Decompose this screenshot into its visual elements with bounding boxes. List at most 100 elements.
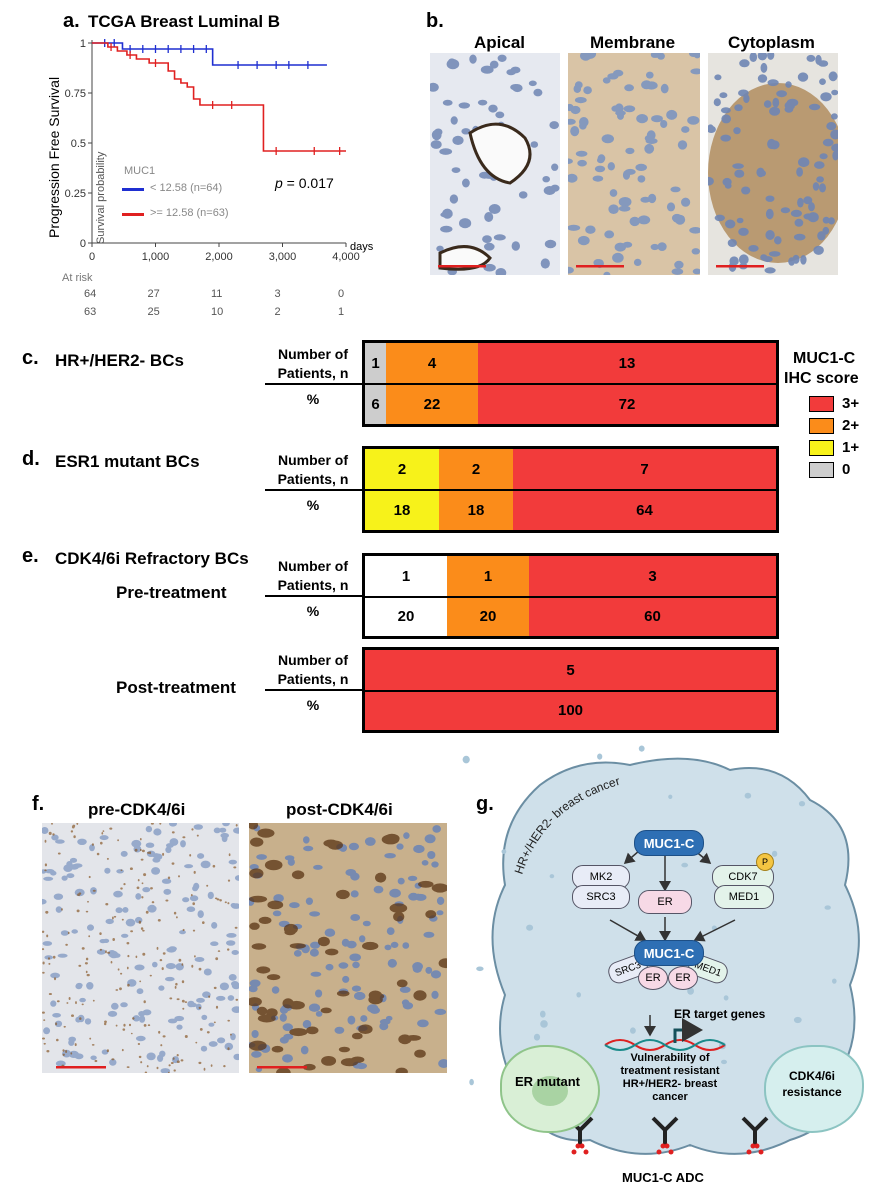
panel-c-row-label-n: Number of Patients, n (268, 345, 358, 383)
nucleus (52, 833, 55, 836)
nucleus (231, 950, 239, 955)
nucleus (721, 114, 732, 124)
nucleus (192, 885, 199, 892)
divider (365, 596, 776, 598)
nucleus (402, 1002, 414, 1010)
divider (365, 690, 776, 692)
nucleus (167, 1018, 178, 1024)
nucleus (727, 239, 737, 247)
nucleus (493, 234, 506, 241)
nucleus (216, 898, 220, 901)
nucleus (132, 1017, 135, 1020)
nucleus (227, 1047, 230, 1051)
nucleus (100, 841, 103, 845)
nucleus (55, 1022, 58, 1026)
nucleus (230, 1033, 232, 1036)
er-target-genes: ER target genes (674, 1007, 766, 1021)
nucleus (106, 1049, 109, 1053)
nucleus (123, 1023, 126, 1027)
nucleus (85, 957, 89, 961)
nucleus (216, 995, 226, 1001)
nucleus (146, 1052, 156, 1061)
nucleus (315, 1011, 323, 1017)
nucleus (178, 875, 180, 878)
nucleus (120, 1002, 128, 1008)
nucleus (68, 1050, 79, 1058)
nucleus (211, 922, 218, 929)
nucleus (176, 1024, 183, 1030)
row-label-n-line2: Patients, n (277, 671, 349, 687)
nucleus (191, 828, 194, 831)
nucleus (402, 942, 410, 949)
nucleus (808, 103, 821, 111)
panel-e-title: CDK4/6i Refractory BCs (55, 549, 249, 568)
nucleus (227, 879, 231, 882)
km-y-tick-label: 0.75 (65, 88, 86, 100)
nucleus (533, 88, 543, 97)
nucleus (172, 1057, 175, 1060)
nucleus (106, 857, 109, 860)
nucleus (115, 1024, 118, 1027)
nucleus (714, 214, 725, 222)
nucleus (46, 1050, 50, 1053)
nucleus (528, 80, 537, 87)
nucleus (153, 828, 162, 836)
nucleus (734, 169, 745, 178)
nucleus (127, 983, 130, 987)
nucleus (249, 985, 258, 993)
nucleus (109, 827, 113, 830)
nucleus (213, 827, 221, 834)
nucleus (200, 860, 211, 869)
nucleus (196, 997, 205, 1003)
ihc-membrane-texture (568, 53, 700, 275)
panel-c-table: 1 4 13 6 22 72 (362, 340, 779, 427)
nucleus (168, 1064, 171, 1067)
km-legend-title: MUC1 (124, 165, 156, 177)
nucleus (570, 105, 581, 115)
nucleus (389, 903, 408, 913)
nucleus (231, 1006, 239, 1013)
nucleus (362, 941, 379, 951)
nucleus (113, 890, 123, 898)
at-risk-cell: 3 (274, 288, 281, 300)
nucleus (764, 267, 776, 274)
nucleus (271, 986, 280, 994)
nucleus (765, 230, 775, 240)
nucleus (540, 1020, 548, 1028)
nucleus (194, 957, 205, 962)
nucleus (483, 263, 496, 272)
nucleus (122, 1028, 126, 1031)
nucleus (210, 1064, 213, 1067)
nucleus (828, 217, 835, 225)
nucleus (469, 54, 477, 64)
nucleus (149, 974, 152, 977)
legend-swatch-1plus (809, 440, 834, 456)
nucleus (258, 916, 272, 924)
nucleus (165, 846, 172, 854)
nucleus (44, 839, 47, 843)
nucleus (65, 943, 68, 946)
ihc-post-texture (249, 823, 447, 1073)
nucleus (181, 999, 185, 1003)
nucleus (421, 860, 429, 866)
nucleus (645, 138, 658, 144)
nucleus (163, 888, 172, 895)
nucleus (162, 1035, 166, 1038)
nucleus (171, 831, 175, 834)
nucleus (480, 65, 494, 74)
nucleus (338, 962, 349, 969)
nucleus (145, 910, 149, 914)
nucleus (140, 927, 144, 930)
nucleus (157, 919, 161, 922)
nucleus (137, 879, 140, 882)
nucleus (425, 966, 433, 974)
nucleus (284, 929, 296, 936)
km-pvalue-p: p (275, 175, 283, 191)
nucleus (202, 921, 205, 924)
nucleus (196, 834, 199, 837)
nucleus (630, 1027, 636, 1034)
panel-c-n-score3: 13 (478, 343, 776, 383)
nucleus (147, 1024, 151, 1027)
nucleus (215, 1005, 219, 1009)
nucleus (169, 838, 179, 846)
